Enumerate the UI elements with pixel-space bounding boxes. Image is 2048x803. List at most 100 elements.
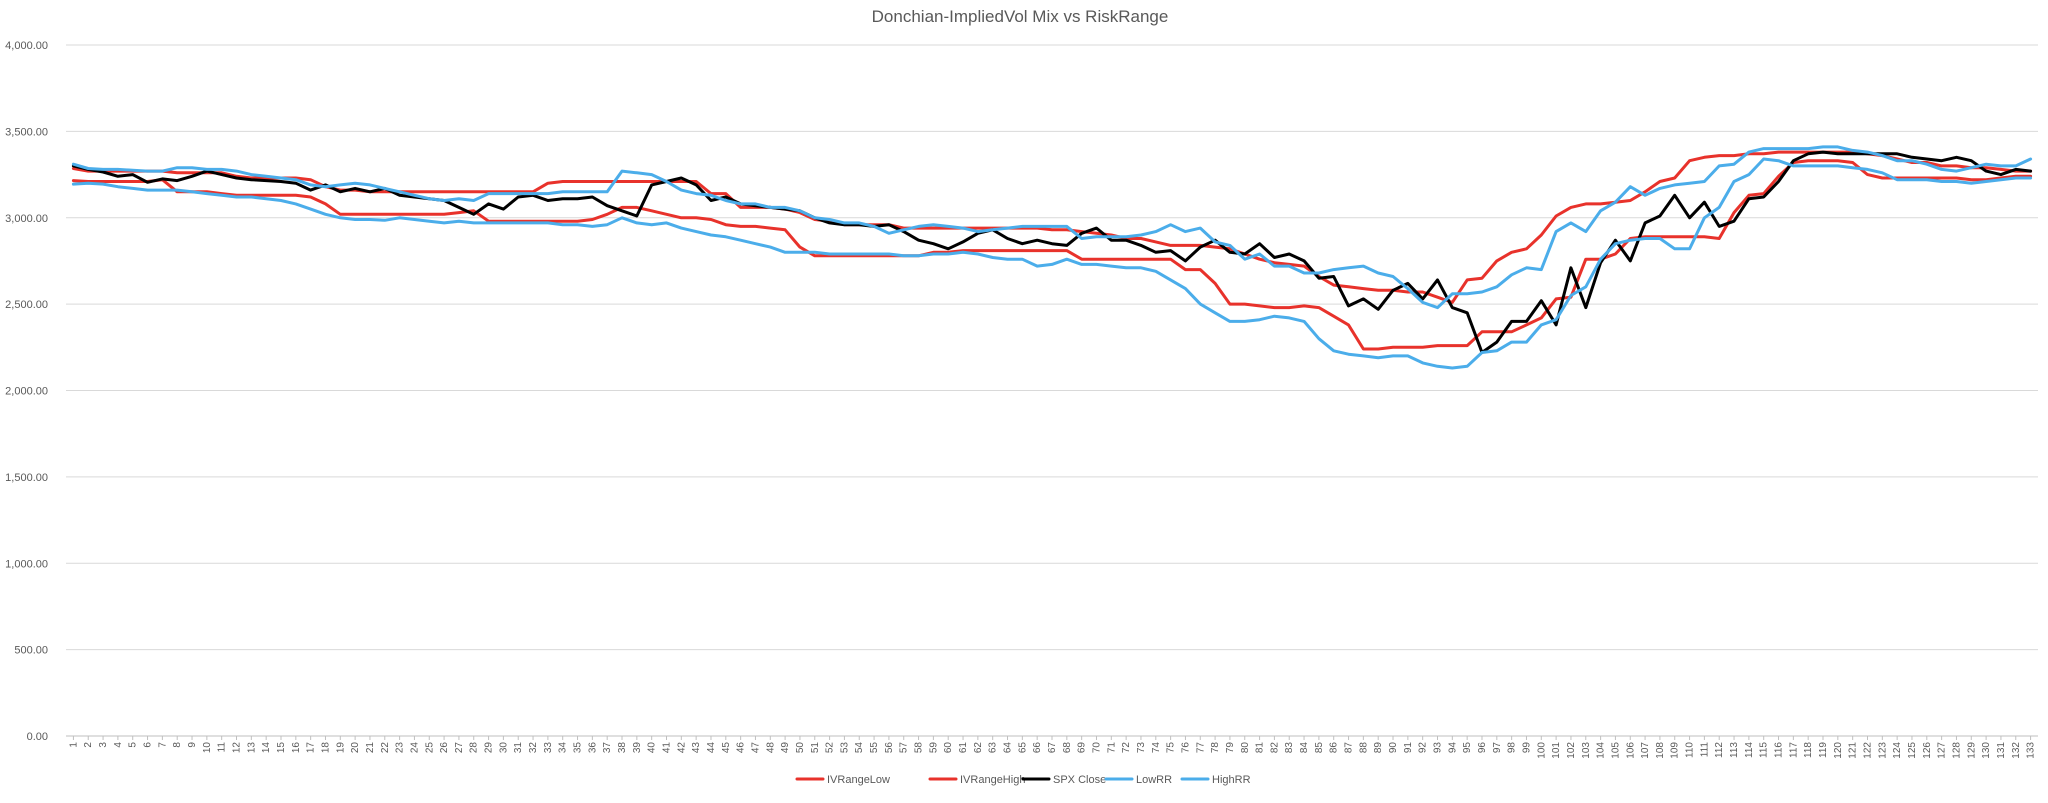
y-axis-labels: 0.00 500.00 1,000.00 1,500.00 2,000.00 2,500.… (5, 40, 48, 743)
x-tick-label: 41 (661, 742, 672, 754)
x-tick-label: 32 (528, 742, 539, 754)
y-tick-label: 1,500.00 (5, 472, 48, 484)
x-tick-label: 128 (1951, 742, 1962, 759)
x-tick-label: 26 (439, 742, 450, 754)
x-tick-label: 133 (2026, 742, 2037, 759)
y-tick-label: 2,500.00 (5, 299, 48, 311)
x-tick-label: 11 (217, 742, 228, 753)
x-tick-label: 25 (424, 742, 435, 754)
x-tick-label: 8 (172, 742, 183, 748)
legend-label-highrr: HighRR (1212, 774, 1251, 786)
x-tick-label: 91 (1403, 742, 1414, 754)
x-tick-label: 96 (1477, 742, 1488, 754)
legend-label-lowrr: LowRR (1136, 774, 1172, 786)
x-tick-label: 76 (1180, 742, 1191, 754)
x-tick-label: 75 (1166, 742, 1177, 754)
x-tick-label: 29 (484, 742, 495, 754)
x-tick-label: 102 (1566, 742, 1577, 759)
x-tick-label: 36 (587, 742, 598, 754)
x-tick-label: 127 (1937, 742, 1948, 759)
y-tick-label: 500.00 (14, 645, 48, 657)
x-tick-label: 132 (2011, 742, 2022, 759)
x-tick-label: 99 (1521, 742, 1532, 754)
x-tick-label: 17 (306, 742, 317, 754)
x-tick-label: 34 (558, 742, 569, 754)
x-tick-label: 38 (617, 742, 628, 754)
x-tick-label: 47 (750, 742, 761, 754)
x-tick-label: 21 (365, 742, 376, 754)
x-tick-label: 110 (1685, 742, 1696, 758)
x-tick-label: 126 (1922, 742, 1933, 759)
x-tick-label: 98 (1507, 742, 1518, 754)
x-tick-label: 80 (1240, 742, 1251, 754)
x-tick-label: 33 (543, 742, 554, 754)
x-tick-label: 94 (1447, 742, 1458, 754)
x-tick-label: 52 (825, 742, 836, 754)
x-tick-label: 63 (988, 742, 999, 754)
x-tick-label: 73 (1136, 742, 1147, 754)
x-tick-label: 130 (1981, 742, 1992, 759)
x-tick-label: 115 (1759, 742, 1770, 758)
x-tick-label: 42 (676, 742, 687, 754)
x-tick-label: 90 (1388, 742, 1399, 754)
x-tick-label: 30 (498, 742, 509, 754)
x-tick-label: 15 (276, 742, 287, 754)
x-tick-label: 27 (454, 742, 465, 754)
x-tick-label: 19 (335, 742, 346, 754)
x-tick-label: 86 (1329, 742, 1340, 754)
legend-label-ivrangehigh: IVRangeHigh (960, 774, 1025, 786)
x-tick-label: 43 (691, 742, 702, 754)
x-tick-label: 16 (291, 742, 302, 754)
x-tick-label: 62 (973, 742, 984, 754)
x-tick-label: 58 (914, 742, 925, 754)
x-tick-label: 28 (469, 742, 480, 754)
x-tick-label: 5 (128, 742, 139, 748)
x-tick-label: 10 (202, 742, 213, 754)
x-tick-label: 68 (1062, 742, 1073, 754)
x-tick-label: 120 (1833, 742, 1844, 759)
x-tick-label: 18 (320, 742, 331, 754)
x-axis-labels: 1 2 3 4 5 6 7 8 9 10 11 12 13 14 15 16 17 18 19 20 21 22 23 24 2… (68, 736, 2037, 759)
x-tick-label: 65 (1017, 742, 1028, 754)
x-tick-label: 116 (1774, 742, 1785, 758)
x-tick-label: 78 (1210, 742, 1221, 754)
x-tick-label: 79 (1225, 742, 1236, 754)
x-tick-label: 49 (780, 742, 791, 754)
x-tick-label: 100 (1536, 742, 1547, 759)
x-tick-label: 107 (1640, 742, 1651, 759)
x-tick-label: 69 (1077, 742, 1088, 754)
x-tick-label: 113 (1729, 742, 1740, 758)
x-tick-label: 54 (854, 742, 865, 754)
x-tick-label: 35 (573, 742, 584, 754)
x-tick-label: 59 (928, 742, 939, 754)
x-tick-label: 64 (1003, 742, 1014, 754)
x-tick-label: 119 (1818, 742, 1829, 758)
x-tick-label: 77 (1195, 742, 1206, 754)
series-lines (71, 145, 2033, 370)
x-tick-label: 121 (1848, 742, 1859, 759)
x-tick-label: 55 (869, 742, 880, 754)
x-tick-label: 1 (68, 742, 79, 748)
x-tick-label: 111 (1699, 742, 1710, 758)
x-tick-label: 14 (261, 742, 272, 754)
x-tick-label: 88 (1358, 742, 1369, 754)
gridlines (66, 44, 2038, 737)
x-tick-label: 114 (1744, 742, 1755, 758)
x-tick-label: 108 (1655, 742, 1666, 759)
x-tick-label: 82 (1269, 742, 1280, 754)
x-tick-label: 48 (765, 742, 776, 754)
x-tick-label: 23 (395, 742, 406, 754)
legend-label-ivrangelow: IVRangeLow (827, 774, 890, 786)
x-tick-label: 66 (1032, 742, 1043, 754)
x-tick-label: 109 (1670, 742, 1681, 759)
x-tick-label: 87 (1344, 742, 1355, 754)
series-line-highrr (71, 145, 2033, 310)
x-tick-label: 60 (943, 742, 954, 754)
x-tick-label: 81 (1255, 742, 1266, 754)
y-tick-label: 4,000.00 (5, 40, 48, 52)
x-tick-label: 103 (1581, 742, 1592, 759)
legend-label-spx-close: SPX Close (1053, 774, 1106, 786)
chart-title: Donchian-ImpliedVol Mix vs RiskRange (872, 7, 1169, 26)
series-line-lowrr (71, 157, 2033, 370)
